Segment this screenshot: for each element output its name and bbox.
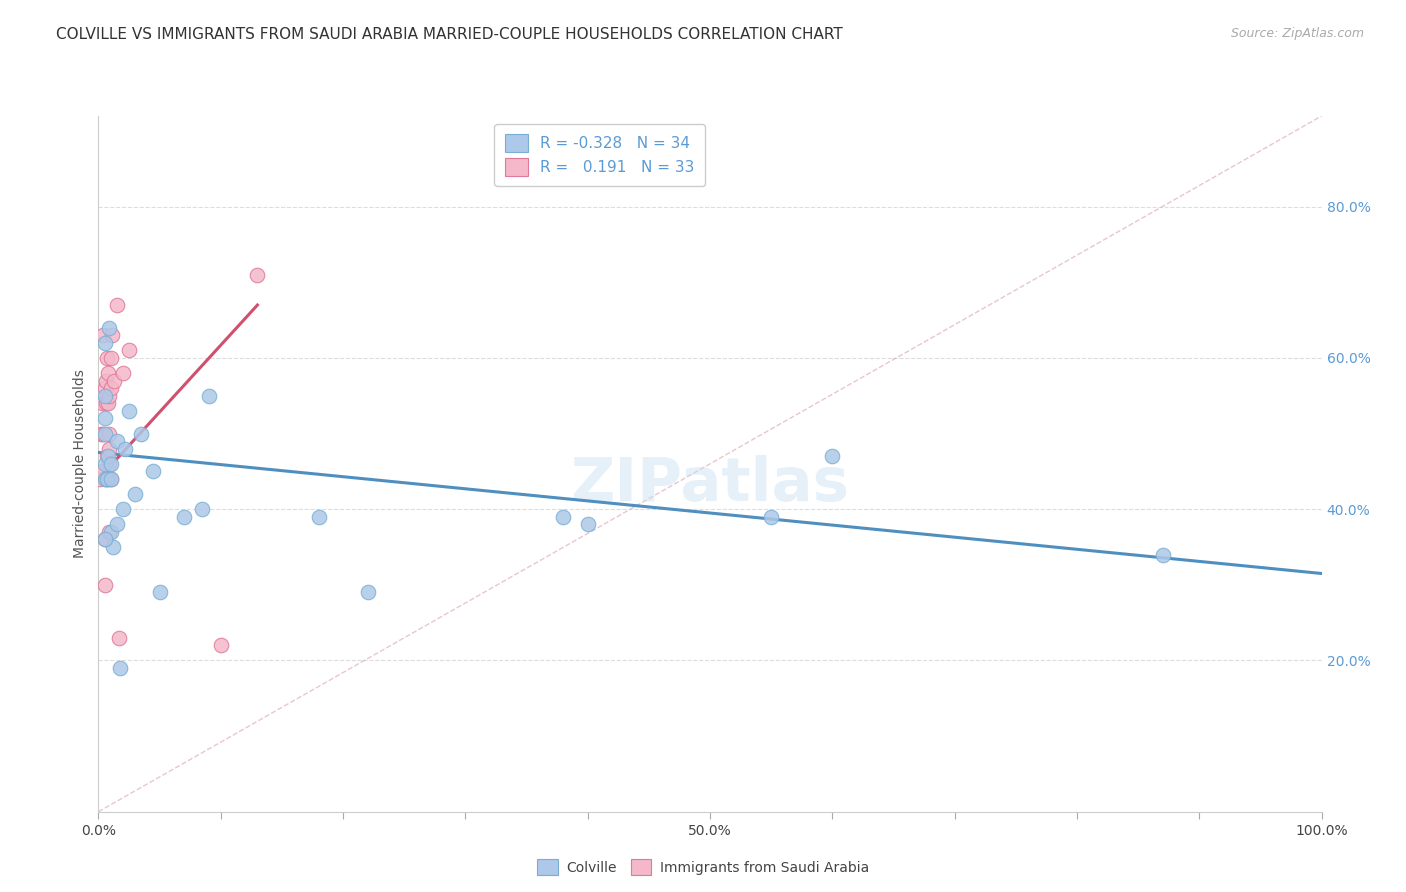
Point [91, 426, 114, 441]
Point [821, 450, 844, 464]
Point [110, 661, 132, 675]
Point [149, 585, 172, 599]
Point [124, 487, 146, 501]
Point [118, 404, 141, 418]
Point [93, 457, 115, 471]
Point [96, 472, 118, 486]
Point [101, 328, 124, 343]
Legend: R = -0.328   N = 34, R =   0.191   N = 33: R = -0.328 N = 34, R = 0.191 N = 33 [495, 124, 706, 186]
Point [100, 472, 122, 486]
Point [100, 457, 122, 471]
Point [191, 502, 214, 516]
Point [98, 389, 121, 403]
Point [101, 540, 124, 554]
Point [96, 450, 118, 464]
Point [89, 472, 111, 486]
Point [93, 389, 115, 403]
Point [576, 517, 599, 532]
Point [91, 464, 114, 478]
Point [93, 426, 115, 441]
Point [98, 320, 121, 334]
Point [97, 472, 120, 486]
Point [93, 472, 115, 486]
Point [98, 457, 121, 471]
Point [97, 450, 120, 464]
Point [553, 509, 575, 524]
Point [91, 396, 114, 410]
Point [100, 381, 122, 395]
Point [93, 533, 115, 547]
Point [97, 396, 120, 410]
Point [105, 517, 128, 532]
Point [308, 509, 330, 524]
Point [93, 335, 115, 350]
Point [209, 638, 232, 652]
Point [356, 585, 378, 599]
Point [105, 298, 128, 312]
Point [93, 578, 115, 592]
Point [103, 374, 125, 388]
Point [100, 472, 122, 486]
Legend: Colville, Immigrants from Saudi Arabia: Colville, Immigrants from Saudi Arabia [531, 854, 875, 880]
Point [761, 509, 783, 524]
Point [98, 524, 121, 539]
Text: COLVILLE VS IMMIGRANTS FROM SAUDI ARABIA MARRIED-COUPLE HOUSEHOLDS CORRELATION C: COLVILLE VS IMMIGRANTS FROM SAUDI ARABIA… [56, 27, 844, 42]
Point [246, 268, 269, 282]
Point [97, 366, 120, 380]
Point [173, 509, 195, 524]
Point [111, 502, 134, 516]
Point [100, 351, 122, 365]
Point [98, 426, 121, 441]
Point [197, 389, 219, 403]
Point [91, 328, 114, 343]
Point [94, 374, 117, 388]
Point [94, 472, 117, 486]
Point [94, 396, 117, 410]
Text: ZIPatlas: ZIPatlas [571, 455, 849, 514]
Point [90, 426, 112, 441]
Point [93, 533, 115, 547]
Point [1152, 548, 1174, 562]
Point [93, 381, 115, 395]
Point [118, 343, 141, 358]
Point [111, 366, 134, 380]
Point [108, 631, 131, 645]
Point [114, 442, 136, 456]
Point [129, 426, 152, 441]
Point [98, 442, 121, 456]
Text: Source: ZipAtlas.com: Source: ZipAtlas.com [1230, 27, 1364, 40]
Y-axis label: Married-couple Households: Married-couple Households [73, 369, 87, 558]
Point [93, 411, 115, 425]
Point [100, 524, 122, 539]
Point [96, 351, 118, 365]
Point [142, 464, 165, 478]
Point [105, 434, 128, 449]
